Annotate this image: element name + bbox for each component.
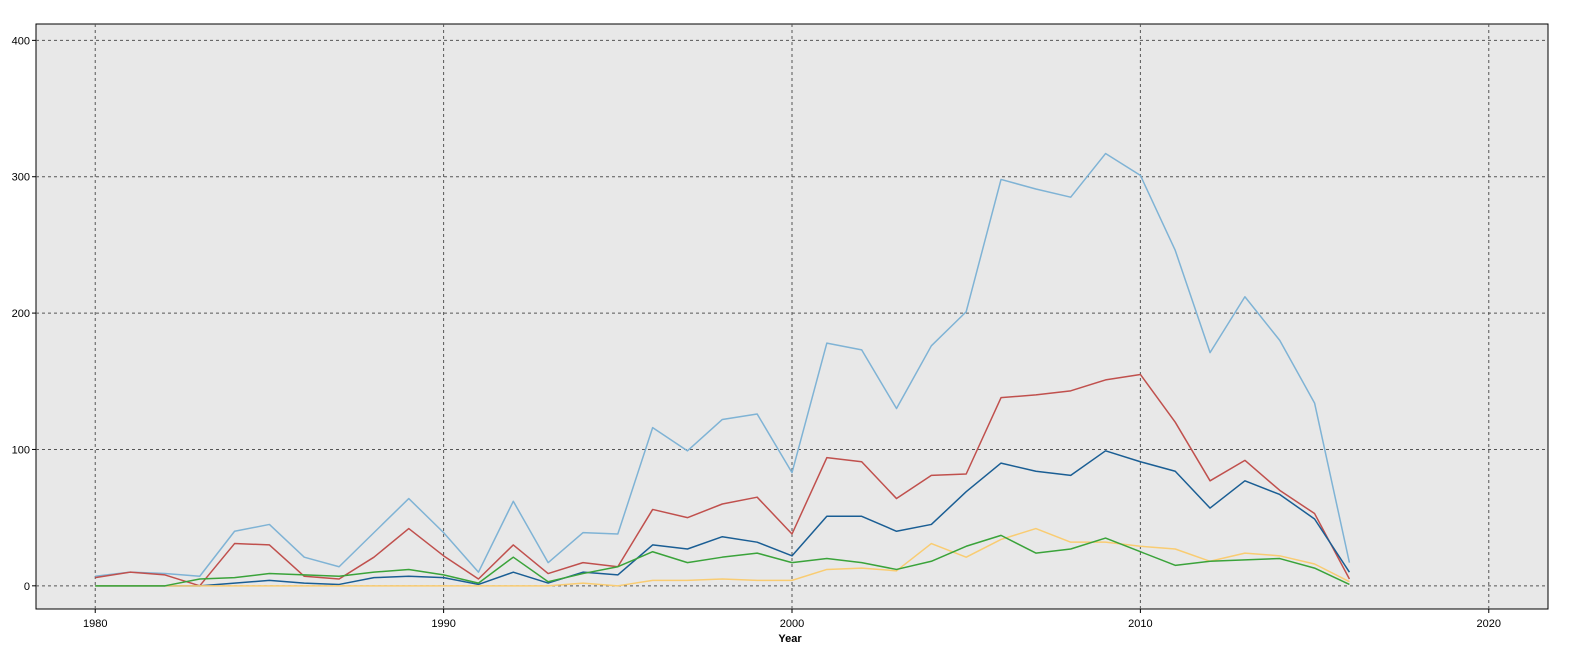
series-line-3 [95,450,1351,587]
x-tick-label: 2000 [780,618,804,630]
y-tick-label: 200 [12,308,30,320]
grid-lines [36,24,1548,609]
y-tick-label: 100 [12,444,30,456]
y-tick-label: 300 [12,172,30,184]
x-tick-label: 2010 [1128,618,1152,630]
x-tick-label: 2020 [1477,618,1501,630]
series-line-4 [95,527,1350,587]
series-line-2 [95,373,1351,587]
series-line-5 [95,534,1350,587]
series-line-1 [95,152,1351,578]
x-tick-label: 1980 [83,618,107,630]
series-lines [95,152,1351,587]
plot-background [35,23,1549,610]
axes: 0 100 200 300 400 1980 1990 2000 2010 2020 [12,35,1501,630]
x-axis-title: Year [778,633,802,645]
y-tick-label: 400 [12,35,30,47]
y-tick-label: 0 [24,581,30,593]
x-tick-label: 1990 [431,618,455,630]
